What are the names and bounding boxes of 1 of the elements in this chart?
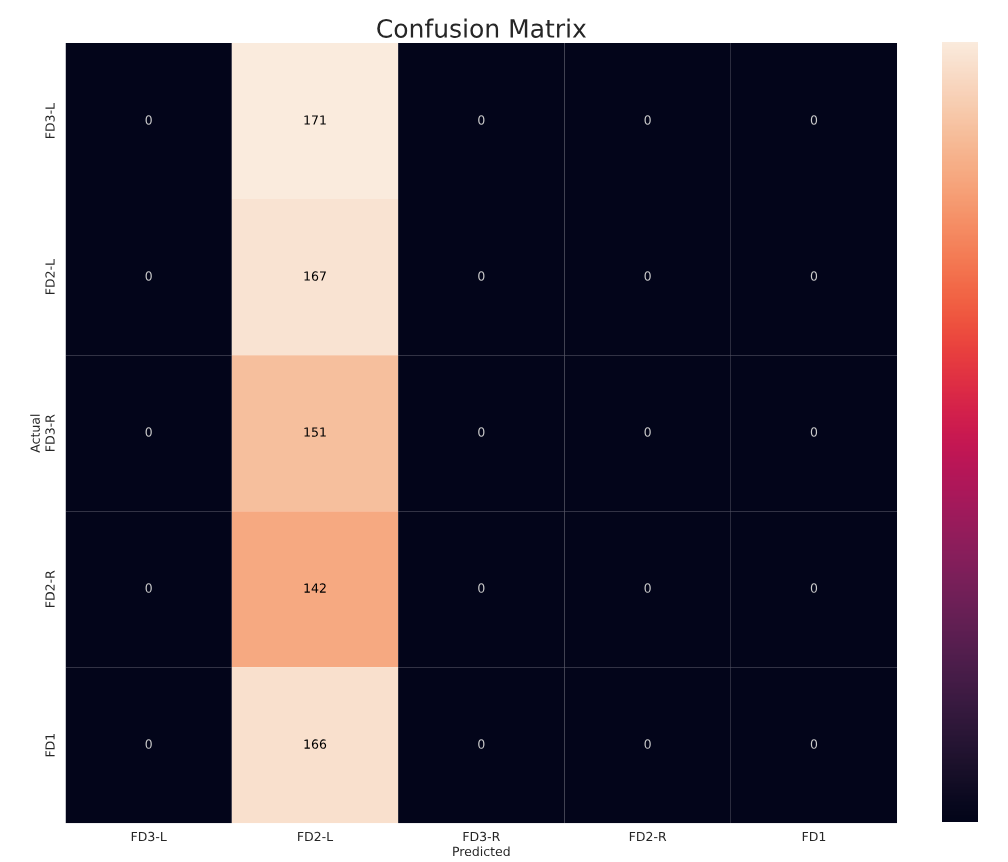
chart-title: Confusion Matrix — [377, 18, 587, 38]
